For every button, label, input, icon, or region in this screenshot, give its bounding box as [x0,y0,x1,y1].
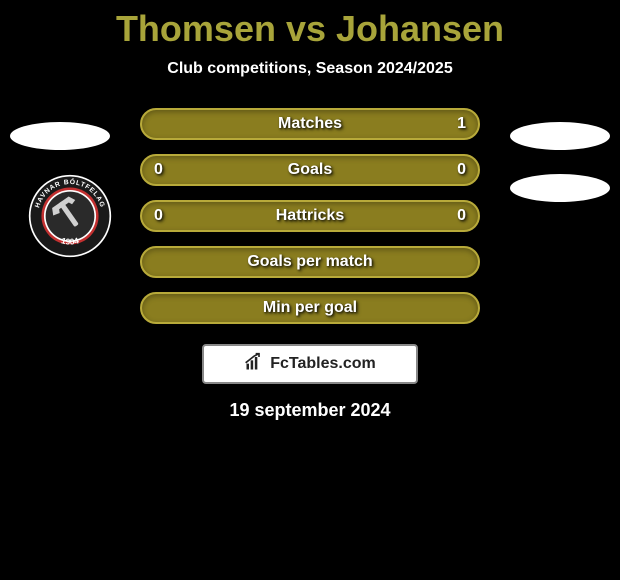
brand-box[interactable]: FcTables.com [202,344,418,384]
page-title: Thomsen vs Johansen [0,0,620,50]
stat-right-value: 0 [457,207,466,225]
stat-rows: Matches 1 0 Goals 0 0 Hattricks 0 Goals … [140,108,480,324]
stat-row-gpm: Goals per match [140,246,480,278]
page-subtitle: Club competitions, Season 2024/2025 [0,60,620,78]
stat-row-goals: 0 Goals 0 [140,154,480,186]
stat-right-value: 1 [457,115,466,133]
stat-right-value: 0 [457,161,466,179]
stat-row-hattricks: 0 Hattricks 0 [140,200,480,232]
stat-label: Min per goal [263,299,357,317]
brand-label: FcTables.com [270,355,376,373]
stat-row-matches: Matches 1 [140,108,480,140]
player-right-club-placeholder [510,174,610,202]
date-label: 19 september 2024 [0,400,620,421]
svg-text:1904: 1904 [60,235,80,246]
player-right-flag-placeholder [510,122,610,150]
stat-label: Goals per match [247,253,372,271]
stat-left-value: 0 [154,207,163,225]
club-badge-icon: HAVNAR BÓLTFELAG 1904 [28,174,112,258]
player-left-flag-placeholder [10,122,110,150]
comparison-panel: HAVNAR BÓLTFELAG 1904 Matches 1 0 Goals … [0,108,620,421]
stat-left-value: 0 [154,161,163,179]
stat-label: Matches [278,115,342,133]
stat-row-mpg: Min per goal [140,292,480,324]
stat-label: Hattricks [276,207,344,225]
stat-label: Goals [288,161,332,179]
chart-icon [244,352,264,377]
